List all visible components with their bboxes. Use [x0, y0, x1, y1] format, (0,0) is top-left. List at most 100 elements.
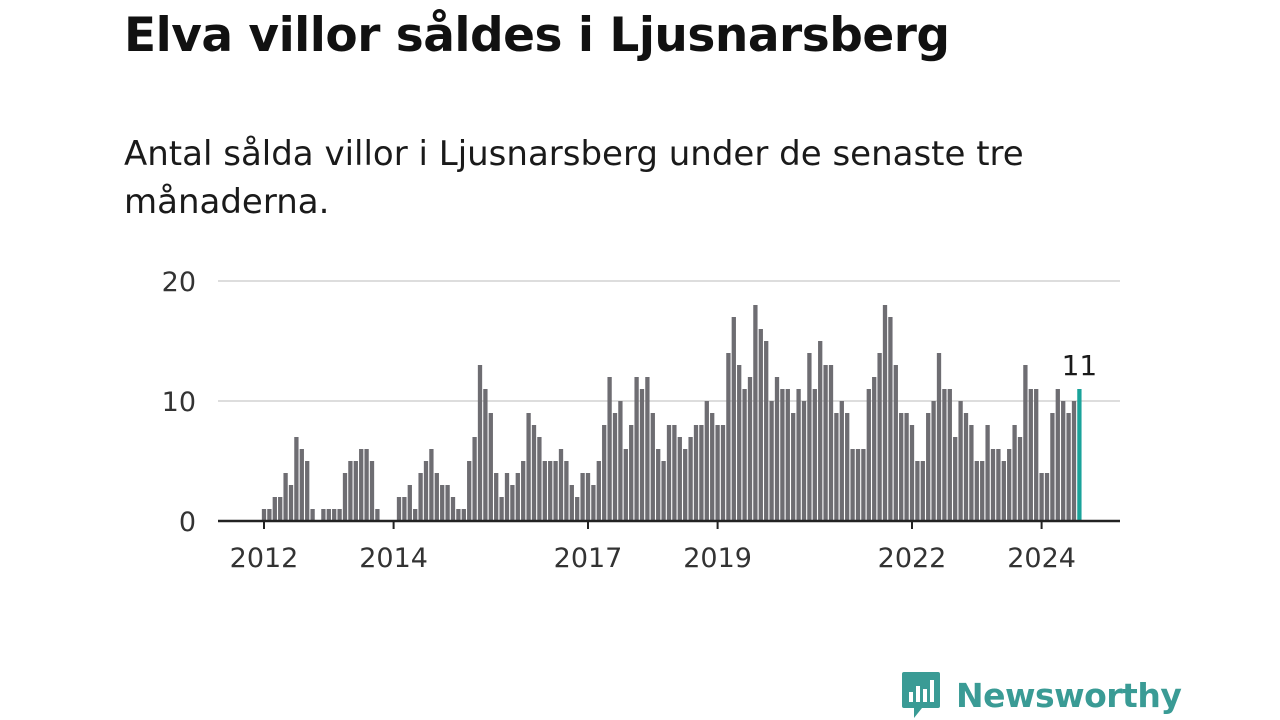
bar	[612, 413, 618, 521]
bar	[607, 377, 612, 521]
bar	[369, 461, 375, 521]
bar	[359, 449, 364, 521]
bar	[661, 461, 666, 521]
bar	[704, 401, 709, 521]
brand-name: Newsworthy	[956, 675, 1182, 715]
x-tick-label: 2022	[878, 543, 947, 574]
bar	[488, 413, 493, 521]
bar	[1061, 401, 1066, 521]
bar	[1028, 389, 1033, 521]
bar	[683, 449, 688, 521]
bar	[445, 485, 450, 521]
bar	[645, 377, 650, 521]
bar	[1071, 401, 1077, 521]
bar	[639, 389, 645, 521]
bar	[526, 413, 531, 521]
bar	[337, 509, 342, 521]
bar	[785, 389, 790, 521]
y-tick-label: 20	[162, 267, 196, 298]
bar	[888, 317, 893, 521]
bar	[769, 401, 774, 521]
bar	[650, 413, 655, 521]
bar	[623, 449, 628, 521]
bar	[1001, 461, 1006, 521]
bar	[440, 485, 445, 521]
bar	[434, 473, 439, 521]
bar	[861, 449, 866, 521]
bar	[985, 425, 990, 521]
bar	[353, 461, 358, 521]
bar	[423, 461, 429, 521]
bar	[629, 425, 634, 521]
newsworthy-logo-icon	[902, 672, 940, 718]
bar	[834, 413, 839, 521]
bar	[472, 437, 477, 521]
y-tick-label: 0	[179, 507, 196, 538]
bar	[823, 365, 828, 521]
bar	[332, 509, 337, 521]
bar	[634, 377, 639, 521]
bar	[542, 461, 547, 521]
bar	[926, 413, 931, 521]
x-tick-label: 2019	[683, 543, 752, 574]
bar	[710, 413, 715, 521]
x-tick-label: 2017	[554, 543, 623, 574]
bar	[1055, 389, 1060, 521]
bar	[1012, 425, 1017, 521]
bar	[747, 377, 753, 521]
bar	[548, 461, 553, 521]
x-tick-label: 2012	[230, 543, 299, 574]
bar	[693, 425, 699, 521]
bar	[666, 425, 672, 521]
bar	[467, 461, 472, 521]
bar	[899, 413, 904, 521]
bar	[504, 473, 510, 521]
highlight-value-label: 11	[1062, 349, 1098, 382]
bar	[688, 437, 693, 521]
bar	[882, 305, 888, 521]
bar	[909, 425, 915, 521]
bar	[1023, 365, 1028, 521]
chart-subtitle: Antal sålda villor i Ljusnarsberg under …	[124, 134, 1024, 222]
bar	[742, 389, 747, 521]
bars	[261, 305, 1082, 521]
y-tick-label: 10	[162, 387, 196, 418]
bar	[261, 509, 267, 521]
bar	[321, 509, 326, 521]
bar	[791, 413, 796, 521]
bar	[364, 449, 369, 521]
bar	[326, 509, 331, 521]
bar	[375, 509, 380, 521]
bar	[969, 425, 974, 521]
bar	[294, 437, 299, 521]
bar	[575, 497, 580, 521]
bar	[1007, 449, 1012, 521]
chart-title: Elva villor såldes i Ljusnarsberg	[124, 8, 950, 63]
bar	[521, 461, 526, 521]
brand-logo: Newsworthy	[900, 670, 1182, 720]
bar	[818, 341, 823, 521]
bar	[483, 389, 488, 521]
bar	[429, 449, 434, 521]
bar	[845, 413, 850, 521]
bar	[278, 497, 283, 521]
bar	[872, 377, 877, 521]
bar	[855, 449, 861, 521]
bar	[931, 401, 936, 521]
bar	[1066, 413, 1071, 521]
bar	[699, 425, 704, 521]
bar	[585, 473, 591, 521]
bar	[418, 473, 423, 521]
bar	[990, 449, 996, 521]
bar	[596, 461, 601, 521]
bar	[342, 473, 348, 521]
bar	[1034, 389, 1039, 521]
bar	[591, 485, 596, 521]
bar	[564, 461, 569, 521]
bar	[553, 461, 558, 521]
bar	[731, 317, 736, 521]
bar	[715, 425, 720, 521]
bar	[807, 353, 812, 521]
bar	[963, 413, 969, 521]
